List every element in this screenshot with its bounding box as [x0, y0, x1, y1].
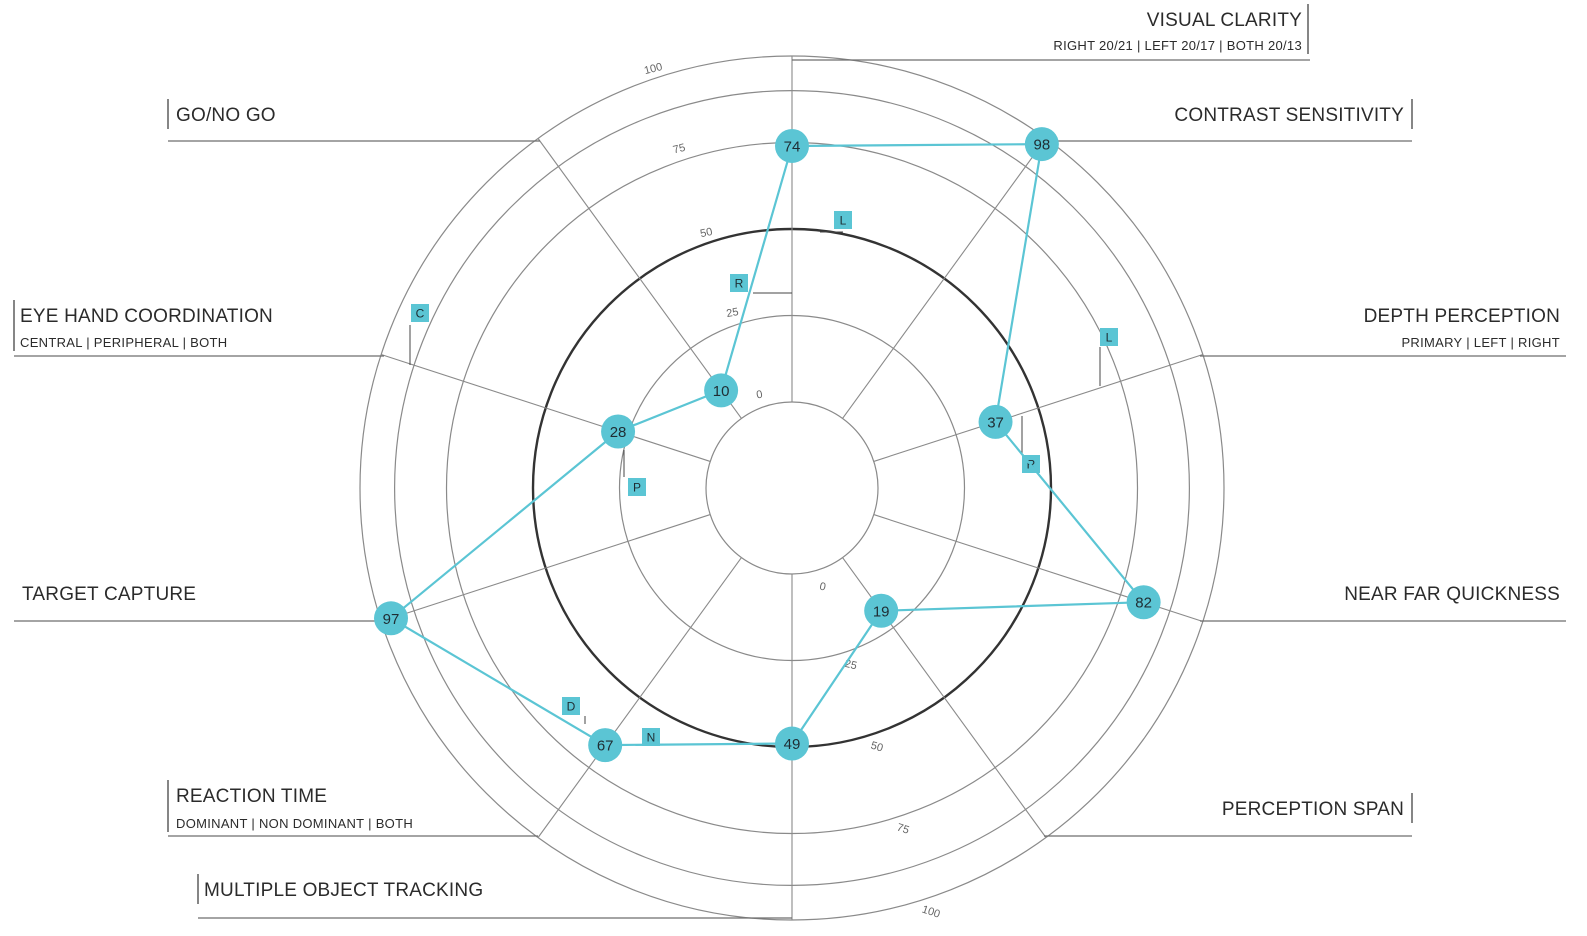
category-subtitle: PRIMARY | LEFT | RIGHT: [1401, 335, 1560, 350]
spoke-9: [537, 138, 742, 419]
data-series: 74 98 37 82 19 49 67 97 28 10: [374, 127, 1161, 763]
data-point: [374, 601, 409, 636]
category-title: GO/NO GO: [176, 105, 276, 126]
data-point: [1126, 585, 1161, 620]
ring-tick-label: 75: [895, 822, 910, 837]
data-point: [1024, 127, 1059, 162]
data-label: 82: [1135, 595, 1152, 612]
marker-box: [411, 304, 429, 322]
marker-letter: L: [1106, 331, 1113, 345]
marker-letter: L: [840, 214, 847, 228]
marker-letter: D: [567, 700, 576, 714]
ring-tick-label: 50: [869, 740, 884, 755]
data-label: 98: [1034, 137, 1051, 154]
category-subtitle: CENTRAL | PERIPHERAL | BOTH: [20, 335, 228, 350]
category-subtitle: RIGHT 20/21 | LEFT 20/17 | BOTH 20/13: [1053, 38, 1302, 53]
marker-letter: R: [735, 277, 744, 291]
ring-0: [705, 401, 879, 575]
data-label: 19: [873, 603, 890, 620]
ring-tick-label: 0: [818, 581, 826, 594]
marker-letter: P: [633, 481, 641, 495]
marker-box: [730, 274, 748, 292]
marker-box: [562, 697, 580, 715]
data-label: 67: [597, 738, 614, 755]
category-title: NEAR FAR QUICKNESS: [1344, 584, 1560, 605]
ring-tick-label: 0: [755, 389, 763, 402]
data-label: 74: [784, 138, 801, 155]
category-title: PERCEPTION SPAN: [1222, 799, 1404, 820]
category-title: EYE HAND COORDINATION: [20, 306, 273, 327]
data-label: 49: [784, 736, 801, 753]
data-point: [978, 404, 1013, 439]
category-title: MULTIPLE OBJECT TRACKING: [204, 880, 483, 901]
data-point: [775, 726, 809, 761]
marker-box: [1100, 328, 1118, 346]
data-label: 28: [610, 424, 627, 441]
marker-box: [642, 728, 660, 746]
data-point: [601, 414, 636, 449]
category-title: VISUAL CLARITY: [1147, 10, 1302, 31]
spoke-7: [380, 514, 711, 623]
data-point: [588, 728, 623, 763]
spoke-6: [537, 557, 742, 838]
data-label: 10: [713, 383, 730, 400]
data-point: [864, 593, 899, 628]
spoke-1: [842, 138, 1047, 419]
data-point: [775, 128, 809, 163]
ring-tick-label: 100: [643, 61, 664, 77]
marker-letter: C: [416, 307, 425, 321]
marker-box: [628, 478, 646, 496]
spoke-2: [873, 353, 1204, 462]
ring-tick-label: 50: [699, 226, 713, 240]
series-line: [389, 143, 1145, 747]
marker-letter: N: [647, 731, 656, 745]
category-headers: VISUAL CLARITY RIGHT 20/21 | LEFT 20/17 |…: [13, 4, 1566, 919]
category-title: CONTRAST SENSITIVITY: [1174, 105, 1404, 126]
ring-tick-label: 100: [920, 904, 941, 921]
spoke-8: [380, 353, 711, 462]
category-title: REACTION TIME: [176, 786, 327, 807]
category-title: DEPTH PERCEPTION: [1364, 306, 1560, 327]
data-label: 97: [383, 611, 400, 628]
data-label: 37: [987, 414, 1004, 431]
category-title: TARGET CAPTURE: [22, 584, 196, 605]
data-point: [704, 373, 739, 408]
ring-tick-label: 25: [725, 306, 739, 320]
marker-box: [834, 211, 852, 229]
ring-tick-label: 75: [672, 142, 687, 157]
category-subtitle: DOMINANT | NON DOMINANT | BOTH: [176, 816, 413, 831]
